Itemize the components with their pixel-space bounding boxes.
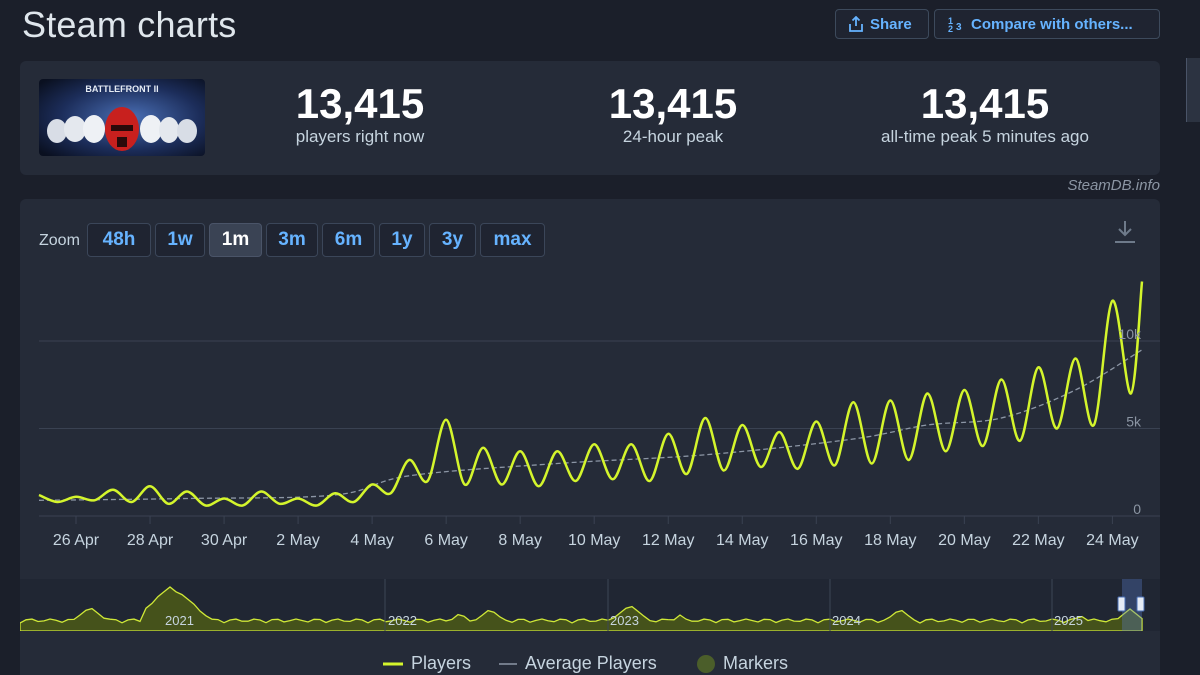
- legend-players-label: Players: [411, 653, 472, 673]
- stat-current: 13,415 players right now: [210, 81, 510, 147]
- stat-current-label: players right now: [295, 127, 425, 146]
- zoom-48h-button[interactable]: 48h: [87, 223, 151, 257]
- legend-players[interactable]: Players: [383, 653, 471, 674]
- stats-panel: BATTLEFRONT II 13,415 players right now …: [20, 61, 1160, 175]
- compare-label: Compare with others...: [971, 15, 1133, 33]
- players-line: [38, 281, 1144, 507]
- x-tick-label: 16 May: [790, 532, 842, 549]
- x-tick-label: 4 May: [350, 532, 394, 549]
- players-chart[interactable]: 0 5k 10k 26 Apr 28 Apr 30 Apr 2 May 4 May 6 May…: [20, 269, 1160, 629]
- x-tick-label: 18 May: [864, 532, 916, 549]
- share-icon: [848, 16, 864, 32]
- x-tick-label: 22 May: [1012, 532, 1064, 549]
- y-tick-label: 10k: [1118, 326, 1142, 342]
- svg-text:1: 1: [948, 16, 953, 26]
- zoom-1w-button[interactable]: 1w: [155, 223, 205, 257]
- download-icon[interactable]: [1113, 219, 1137, 250]
- navigator-chart[interactable]: 2021 2022 2023 2024 2025: [20, 579, 1160, 631]
- navigator-year-label: 2024: [832, 613, 861, 628]
- x-tick-label: 26 Apr: [53, 532, 100, 549]
- svg-text:2: 2: [948, 24, 953, 33]
- legend-markers-label: Markers: [723, 653, 789, 673]
- stat-alltime-peak-value: 13,415: [920, 80, 1050, 127]
- navigator-year-label: 2025: [1054, 613, 1083, 628]
- y-tick-label: 5k: [1126, 414, 1142, 430]
- zoom-6m-button[interactable]: 6m: [322, 223, 375, 257]
- scrollbar[interactable]: [1186, 58, 1200, 122]
- navigator-year-label: 2023: [610, 613, 639, 628]
- stat-current-value: 13,415: [295, 80, 425, 127]
- page-title: Steam charts: [22, 4, 237, 45]
- x-tick-label: 6 May: [424, 532, 468, 549]
- game-thumbnail[interactable]: BATTLEFRONT II: [39, 79, 205, 156]
- x-tick-label: 30 Apr: [201, 532, 248, 549]
- zoom-label: Zoom: [39, 232, 80, 249]
- navigator-year-label: 2022: [388, 613, 417, 628]
- x-tick-label: 12 May: [642, 532, 694, 549]
- navigator-year-label: 2021: [165, 613, 194, 628]
- x-tick-label: 28 Apr: [127, 532, 174, 549]
- share-button[interactable]: Share: [835, 9, 929, 39]
- x-tick-label: 24 May: [1086, 532, 1138, 549]
- average-players-line: [38, 349, 1143, 501]
- zoom-max-button[interactable]: max: [480, 223, 545, 257]
- zoom-3m-button[interactable]: 3m: [266, 223, 318, 257]
- navigator-selection[interactable]: [1122, 579, 1142, 631]
- stat-24h-peak-label: 24-hour peak: [622, 127, 724, 146]
- stat-24h-peak-value: 13,415: [608, 80, 738, 127]
- game-title-text: BATTLEFRONT II: [85, 84, 158, 94]
- stat-alltime-peak-label: all-time peak 5 minutes ago: [881, 127, 1089, 146]
- x-tick-label: 10 May: [568, 532, 620, 549]
- zoom-3y-button[interactable]: 3y: [429, 223, 476, 257]
- x-tick-label: 2 May: [276, 532, 320, 549]
- navigator-area: [20, 586, 1143, 631]
- steamdb-watermark[interactable]: SteamDB.info: [1067, 177, 1160, 194]
- stat-alltime-peak: 13,415 all-time peak 5 minutes ago: [835, 81, 1135, 147]
- y-tick-label: 0: [1133, 501, 1141, 517]
- legend-average[interactable]: Average Players: [499, 653, 657, 674]
- legend-markers[interactable]: Markers: [697, 653, 788, 674]
- x-tick-label: 20 May: [938, 532, 990, 549]
- navigator-handle-left[interactable]: [1117, 596, 1126, 612]
- chart-panel: Zoom 48h 1w 1m 3m 6m 1y 3y max 0 5k 10k 26…: [20, 199, 1160, 675]
- share-label: Share: [870, 15, 912, 33]
- navigator-handle-right[interactable]: [1136, 596, 1145, 612]
- zoom-1m-button[interactable]: 1m: [209, 223, 262, 257]
- x-tick-label: 14 May: [716, 532, 768, 549]
- stat-24h-peak: 13,415 24-hour peak: [523, 81, 823, 147]
- svg-text:3: 3: [956, 22, 962, 33]
- chart-legend: Players Average Players Markers: [20, 653, 1160, 675]
- legend-average-label: Average Players: [525, 653, 657, 673]
- x-tick-label: 8 May: [498, 532, 542, 549]
- zoom-1y-button[interactable]: 1y: [379, 223, 425, 257]
